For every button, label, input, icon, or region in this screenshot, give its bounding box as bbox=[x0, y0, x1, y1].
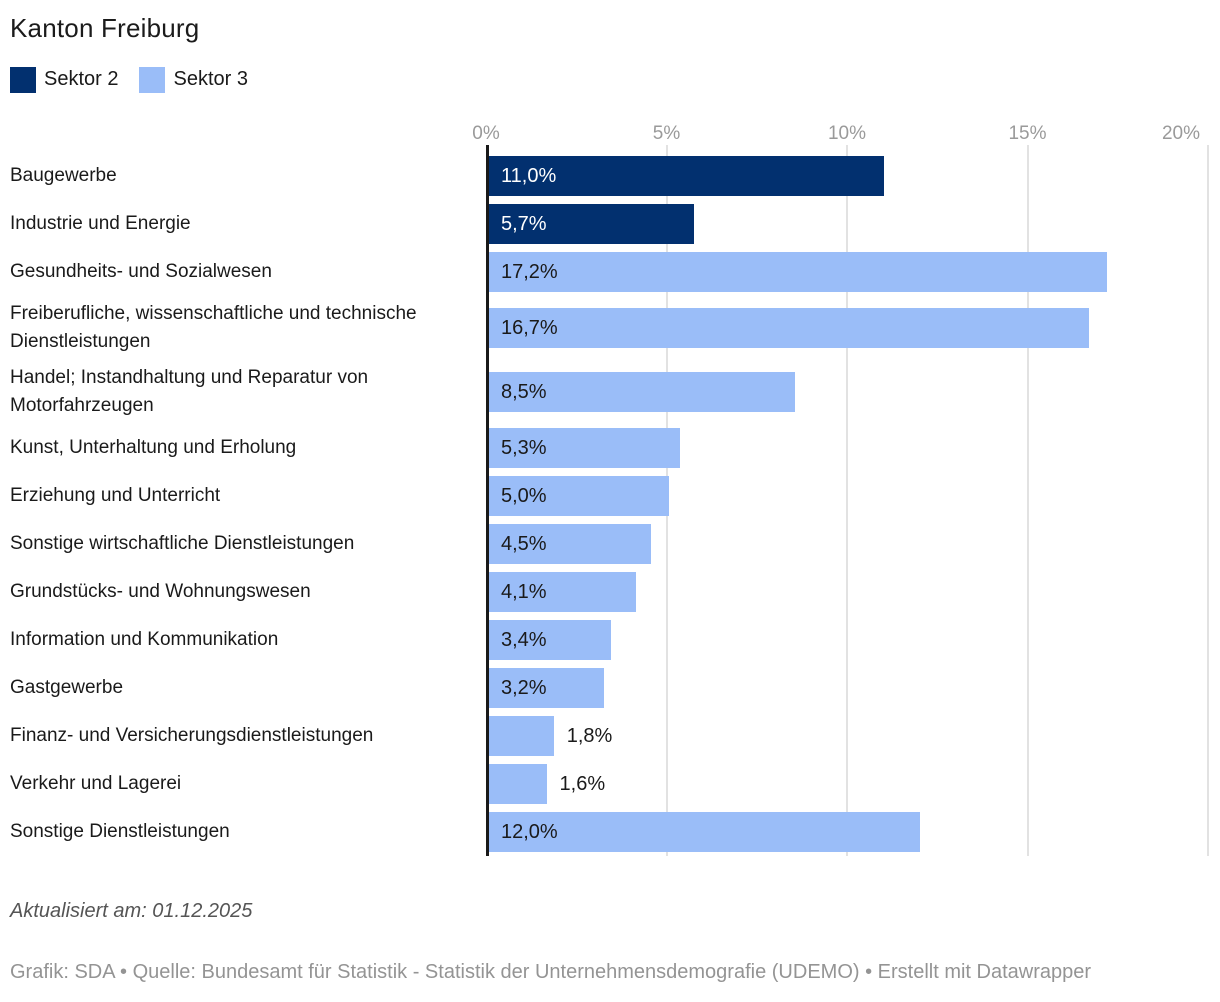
legend-label-sektor3: Sektor 3 bbox=[173, 68, 248, 90]
row-category-label: Baugewerbe bbox=[10, 165, 117, 186]
bar bbox=[489, 668, 605, 708]
chart-row: Handel; Instandhaltung und Reparatur von… bbox=[10, 360, 1208, 424]
row-category-label: Gastgewerbe bbox=[10, 677, 124, 698]
row-track: 4,5% bbox=[486, 524, 1208, 564]
legend-item-sektor3: Sektor 3 bbox=[139, 66, 248, 93]
bar-value-label: 3,2% bbox=[501, 677, 547, 699]
x-axis-tick: 20% bbox=[1161, 123, 1200, 144]
bar-value-label: 12,0% bbox=[501, 821, 558, 843]
x-axis-tick: 10% bbox=[827, 123, 867, 144]
bar-value-label: 16,7% bbox=[501, 317, 558, 339]
chart-row: Freiberufliche, wissenschaftliche und te… bbox=[10, 296, 1208, 360]
chart-row: Industrie und Energie 5,7% bbox=[10, 200, 1208, 248]
bar-value-label: 5,3% bbox=[501, 437, 547, 459]
chart-row: Erziehung und Unterricht 5,0% bbox=[10, 472, 1208, 520]
row-track: 12,0% bbox=[486, 812, 1208, 852]
row-category-label: Information und Kommunikation bbox=[10, 629, 279, 650]
source-footer: Grafik: SDA • Quelle: Bundesamt für Stat… bbox=[10, 961, 1092, 983]
bar-value-label: 4,5% bbox=[501, 533, 547, 555]
chart-row: Information und Kommunikation 3,4% bbox=[10, 616, 1208, 664]
bar-value-label: 1,8% bbox=[566, 725, 613, 747]
chart-row: Sonstige Dienstleistungen 12,0% bbox=[10, 808, 1208, 856]
row-track: 3,2% bbox=[486, 668, 1208, 708]
bar-value-label: 11,0% bbox=[501, 165, 557, 187]
row-track: 5,7% bbox=[486, 204, 1208, 244]
bar bbox=[489, 524, 651, 564]
updated-note: Aktualisiert am: 01.12.2025 bbox=[10, 900, 253, 922]
chart-rows: Baugewerbe 11,0% Industrie und Energie 5… bbox=[10, 145, 1209, 856]
bar bbox=[489, 308, 1090, 348]
row-category-label: Gesundheits- und Sozialwesen bbox=[10, 261, 272, 282]
row-category-label: Sonstige wirtschaftliche Dienstleistunge… bbox=[10, 533, 355, 554]
row-category-label: Erziehung und Unterricht bbox=[10, 485, 221, 506]
row-category-label: Grundstücks- und Wohnungswesen bbox=[10, 581, 311, 602]
bar-value-label: 8,5% bbox=[501, 381, 547, 403]
bar-value-label: 5,7% bbox=[501, 213, 547, 235]
bar bbox=[489, 428, 680, 468]
row-track: 8,5% bbox=[486, 372, 1208, 412]
row-track: 5,3% bbox=[486, 428, 1208, 468]
row-category-label: Verkehr und Lagerei bbox=[10, 773, 182, 794]
bar bbox=[489, 156, 885, 196]
bar bbox=[489, 252, 1108, 292]
row-track: 16,7% bbox=[486, 308, 1208, 348]
row-track: 5,0% bbox=[486, 476, 1208, 516]
chart-row: Finanz- und Versicherungsdienstleistunge… bbox=[10, 712, 1208, 760]
row-category-label: Kunst, Unterhaltung und Erholung bbox=[10, 437, 297, 458]
row-track: 4,1% bbox=[486, 572, 1208, 612]
row-track: 17,2% bbox=[486, 252, 1208, 292]
row-category-label: Freiberufliche, wissenschaftliche und te… bbox=[10, 303, 417, 352]
bar bbox=[489, 620, 612, 660]
bar bbox=[489, 476, 669, 516]
bar-value-label: 17,2% bbox=[501, 261, 558, 283]
bar-value-label: 3,4% bbox=[501, 629, 547, 651]
bar bbox=[489, 572, 637, 612]
row-track: 11,0% bbox=[486, 156, 1208, 196]
row-track: 3,4% bbox=[486, 620, 1208, 660]
bar bbox=[489, 812, 921, 852]
legend: Sektor 2 Sektor 3 bbox=[10, 66, 1208, 93]
row-category-label: Finanz- und Versicherungsdienstleistunge… bbox=[10, 725, 374, 746]
legend-swatch-sektor3-icon bbox=[139, 66, 166, 93]
row-track: 1,8% bbox=[486, 716, 1208, 756]
page-title: Kanton Freiburg bbox=[10, 13, 200, 43]
chart-row: Verkehr und Lagerei 1,6% bbox=[10, 760, 1208, 808]
legend-item-sektor2: Sektor 2 bbox=[10, 66, 119, 93]
row-category-label: Handel; Instandhaltung und Reparatur von… bbox=[10, 367, 369, 416]
chart-row: Grundstücks- und Wohnungswesen 4,1% bbox=[10, 568, 1208, 616]
chart-row: Gesundheits- und Sozialwesen 17,2% bbox=[10, 248, 1208, 296]
row-category-label: Industrie und Energie bbox=[10, 213, 191, 234]
bar bbox=[489, 764, 547, 804]
x-axis-tick: 0% bbox=[472, 123, 500, 144]
bar bbox=[489, 372, 795, 412]
bar-value-label: 5,0% bbox=[501, 485, 547, 507]
bar bbox=[489, 204, 694, 244]
row-track: 1,6% bbox=[486, 764, 1208, 804]
chart-row: Kunst, Unterhaltung und Erholung 5,3% bbox=[10, 424, 1208, 472]
chart-row: Baugewerbe 11,0% bbox=[10, 152, 1208, 200]
chart-row: Sonstige wirtschaftliche Dienstleistunge… bbox=[10, 520, 1208, 568]
bar-value-label: 4,1% bbox=[501, 581, 547, 603]
x-axis-tick: 15% bbox=[1008, 123, 1047, 144]
row-category-label: Sonstige Dienstleistungen bbox=[10, 821, 230, 842]
legend-swatch-sektor2-icon bbox=[10, 66, 36, 93]
x-axis-ticks: 0% 5% 10% 15% 20% bbox=[472, 117, 1208, 145]
chart-row: Gastgewerbe 3,2% bbox=[10, 664, 1208, 712]
bar-value-label: 1,6% bbox=[559, 773, 606, 795]
bar bbox=[489, 716, 554, 756]
legend-label-sektor2: Sektor 2 bbox=[44, 68, 119, 90]
x-axis-tick: 5% bbox=[652, 123, 681, 144]
